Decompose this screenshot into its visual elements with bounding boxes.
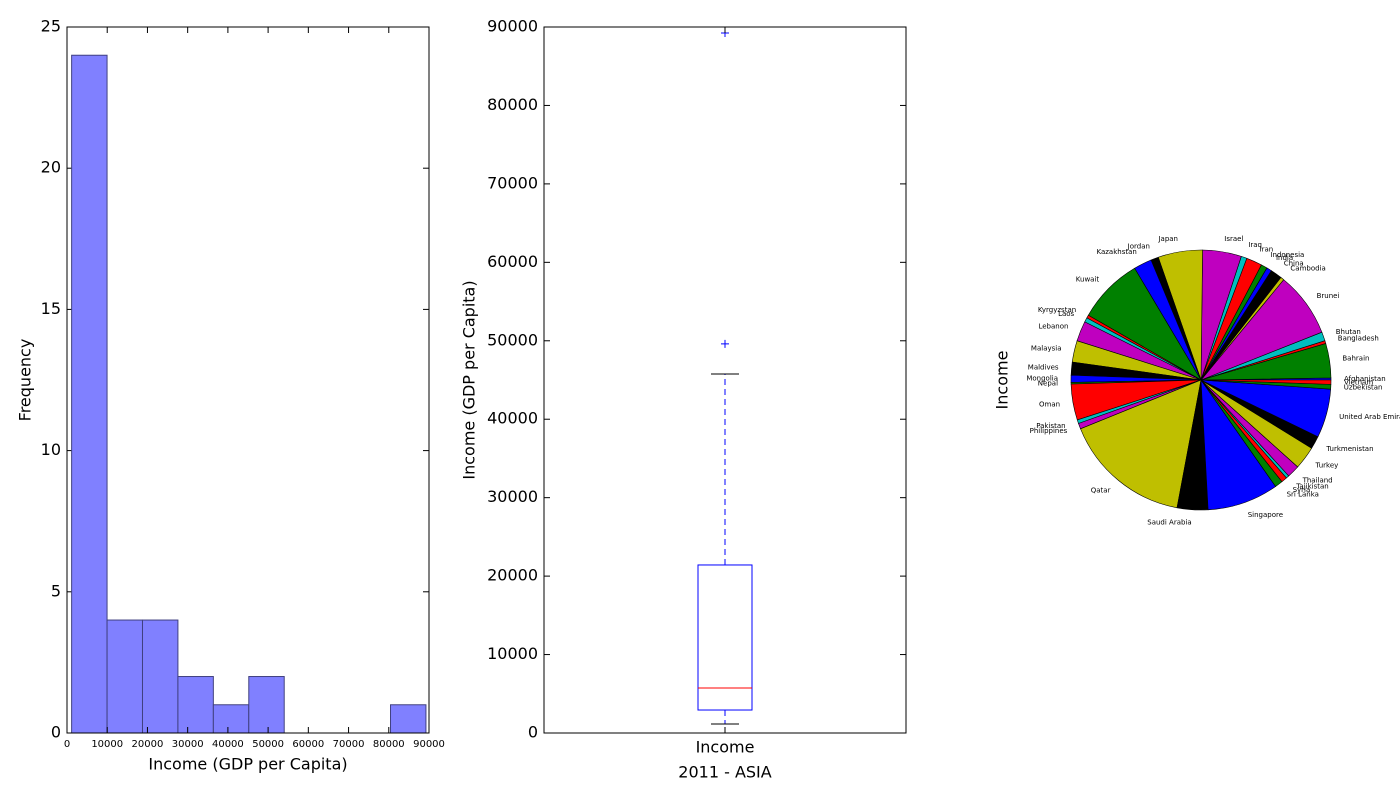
y-tick-label: 20: [41, 158, 61, 177]
histogram-bar: [141, 619, 179, 734]
pie-label: Qatar: [1091, 487, 1111, 495]
y-tick-label: 70000: [487, 173, 538, 192]
histogram-bar: [212, 704, 250, 734]
pie-label: Turkmenistan: [1325, 445, 1373, 453]
pie-label: Afghanistan: [1344, 375, 1386, 383]
y-tick-label: 10000: [487, 644, 538, 663]
y-tick-label: 40000: [487, 409, 538, 428]
x-axis-label: 2011 - ASIA: [678, 763, 771, 782]
histogram-bar: [177, 676, 214, 734]
pie-label: Cambodia: [1290, 264, 1325, 272]
pie-label: Laos: [1058, 310, 1074, 318]
pie-label: Bangladesh: [1338, 334, 1379, 342]
pie-label: Tajikistan: [1295, 483, 1328, 491]
y-tick-label: 15: [41, 299, 61, 318]
pie-label: Vietnam: [1344, 378, 1373, 386]
pie-label: Bahrain: [1342, 355, 1369, 363]
y-tick-label: 25: [41, 17, 61, 36]
pie-label: Israel: [1224, 235, 1243, 243]
histogram-bar: [390, 704, 427, 734]
pie-label: Kyrgyzstan: [1038, 306, 1076, 314]
pie-label: Pakistan: [1036, 422, 1065, 430]
histogram-bar: [248, 676, 285, 734]
y-tick-label: 50000: [487, 330, 538, 349]
pie-label: India: [1276, 254, 1293, 262]
pie-label: Jordan: [1127, 242, 1150, 250]
x-tick-label: 20000: [132, 739, 164, 750]
pie-label: Iraq: [1248, 241, 1262, 249]
y-tick-label: 0: [51, 723, 61, 742]
pie-slice: [1080, 379, 1202, 509]
x-tick-label: 50000: [252, 739, 284, 750]
outlier: [721, 339, 729, 348]
y-tick-label: 0: [528, 723, 538, 742]
pie-label: Bhutan: [1336, 328, 1361, 336]
x-tick-label: 0: [64, 739, 70, 750]
pie-label: Singapore: [1248, 511, 1283, 519]
x-tick-label: 70000: [333, 739, 365, 750]
axes-frame: [543, 26, 907, 734]
pie-slice: [1200, 379, 1332, 385]
x-tick-label: 40000: [212, 739, 244, 750]
pie-label: Brunei: [1317, 292, 1340, 300]
pie-label: Maldives: [1028, 363, 1059, 371]
pie-label: Syria: [1293, 486, 1311, 494]
pie-label: United Arab Emirates: [1339, 413, 1400, 421]
pie-label: Mongolia: [1026, 375, 1058, 383]
y-tick-label: 20000: [487, 566, 538, 585]
histogram-bar: [106, 619, 143, 734]
x-tick-label: 10000: [91, 739, 123, 750]
y-tick-label: 60000: [487, 252, 538, 271]
pie-label: Iran: [1260, 246, 1274, 254]
x-tick-label: 60000: [292, 739, 324, 750]
pie-label: Philippines: [1030, 427, 1068, 435]
y-axis-label: Frequency: [16, 339, 35, 422]
box: [697, 564, 753, 711]
pie-label: Sri Lanka: [1287, 491, 1319, 499]
pie-label: Saudi Arabia: [1147, 519, 1191, 527]
y-tick-label: 5: [51, 581, 61, 600]
pie-label: Turkey: [1314, 462, 1338, 470]
y-tick-label: 10: [41, 440, 61, 459]
pie-label: Oman: [1039, 400, 1060, 408]
pie-label: Japan: [1157, 235, 1178, 243]
x-tick-label: 80000: [373, 739, 405, 750]
pie-label: Malaysia: [1031, 344, 1062, 352]
x-tick-label: 30000: [172, 739, 204, 750]
x-tick-label: 90000: [413, 739, 445, 750]
pie-label: Thailand: [1302, 477, 1333, 485]
histogram-bar: [71, 54, 108, 734]
pie-label: Nepal: [1038, 380, 1058, 388]
y-tick-label: 90000: [487, 17, 538, 36]
x-tick-label: Income: [696, 738, 755, 757]
pie-label: Uzbekistan: [1344, 383, 1383, 391]
y-axis-label: Income: [993, 351, 1012, 410]
y-tick-label: 80000: [487, 95, 538, 114]
y-axis-label: Income (GDP per Capita): [460, 280, 479, 479]
pie-label: Kazakhstan: [1096, 248, 1136, 256]
y-tick-label: 30000: [487, 487, 538, 506]
axes-frame: [66, 26, 430, 734]
pie-label: Kuwait: [1076, 276, 1100, 284]
pie-label: Lebanon: [1038, 322, 1068, 330]
pie-label: China: [1284, 259, 1304, 267]
pie-label: Indonesia: [1270, 251, 1304, 259]
x-axis-label: Income (GDP per Capita): [148, 755, 347, 774]
